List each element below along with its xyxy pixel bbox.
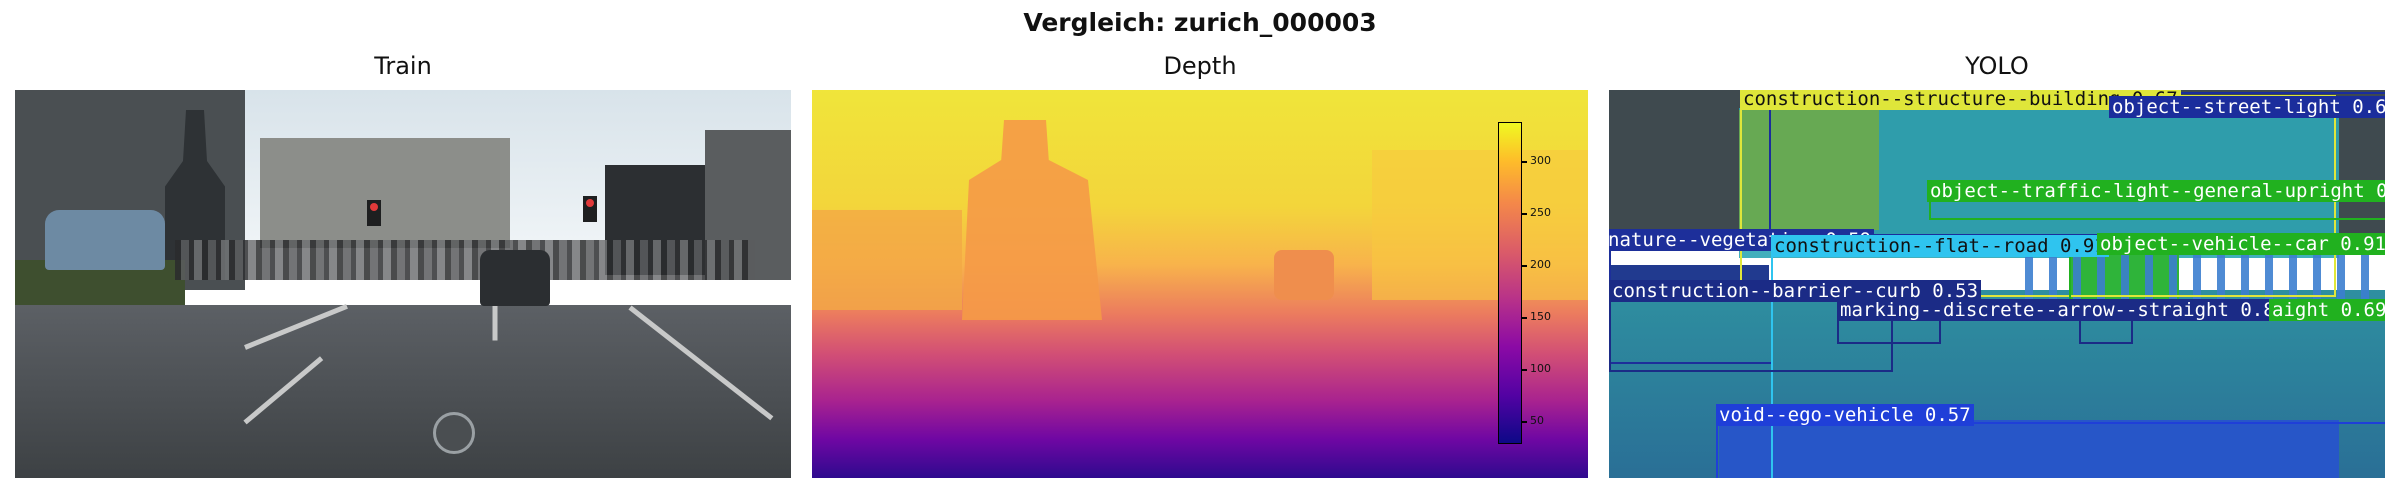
- depth-colorbar: [1498, 122, 1522, 444]
- label-road: construction--flat--road 0.91: [1771, 235, 2109, 257]
- train-image: [15, 90, 791, 478]
- colorbar-tick-label: 50: [1530, 414, 1544, 428]
- yolo-image: construction--structure--building 0.67 o…: [1609, 90, 2385, 478]
- colorbar-tick-label: 200: [1530, 258, 1551, 272]
- colorbar-tick: [1522, 369, 1527, 371]
- label-aight: aight 0.69: [2269, 299, 2385, 321]
- tram: [45, 210, 165, 270]
- pedestrians: [175, 240, 755, 280]
- colorbar-tick: [1522, 317, 1527, 319]
- ego-vehicle-mask: [1719, 420, 2339, 478]
- lane-arrow-center: [492, 300, 498, 341]
- hood-emblem: [433, 412, 475, 454]
- label-building: construction--structure--building 0.67: [1740, 90, 2181, 110]
- colorbar-tick-label: 300: [1530, 154, 1551, 168]
- center-building: [260, 138, 510, 248]
- label-street-light: object--street-light 0.66: [2109, 96, 2385, 118]
- colorbar-tick: [1522, 161, 1527, 163]
- label-traffic-light: object--traffic-light--general-upright 0…: [1927, 180, 2385, 202]
- colorbar-tick: [1522, 213, 1527, 215]
- label-arrow: marking--discrete--arrow--straight 0.81: [1837, 299, 2290, 321]
- depth-panel-title: Depth: [1163, 52, 1237, 80]
- yolo-panel-title: YOLO: [1965, 52, 2029, 80]
- colorbar-tick-label: 250: [1530, 206, 1551, 220]
- traffic-light-left: [367, 200, 381, 226]
- depth-near-left-region: [812, 210, 962, 310]
- train-panel-title: Train: [374, 52, 432, 80]
- car: [480, 250, 550, 306]
- figure-title: Vergleich: zurich_000003: [1023, 8, 1377, 37]
- colorbar-tick: [1522, 265, 1527, 267]
- monument-mask: [1739, 110, 1879, 230]
- depth-right-region: [1372, 150, 1588, 300]
- depth-car-region: [1274, 250, 1334, 300]
- box-ego-vehicle: [1716, 422, 2385, 478]
- depth-map: 300 250 200 150 100 50: [812, 90, 1588, 478]
- colorbar-tick: [1522, 421, 1527, 423]
- label-curb: construction--barrier--curb 0.53: [1609, 280, 1982, 302]
- label-car: object--vehicle--car 0.91: [2097, 233, 2385, 255]
- colorbar-tick-label: 100: [1530, 362, 1551, 376]
- label-ego-vehicle: void--ego-vehicle 0.57: [1716, 404, 1974, 426]
- traffic-light-right: [583, 196, 597, 222]
- colorbar-tick-label: 150: [1530, 310, 1551, 324]
- road: [15, 305, 791, 478]
